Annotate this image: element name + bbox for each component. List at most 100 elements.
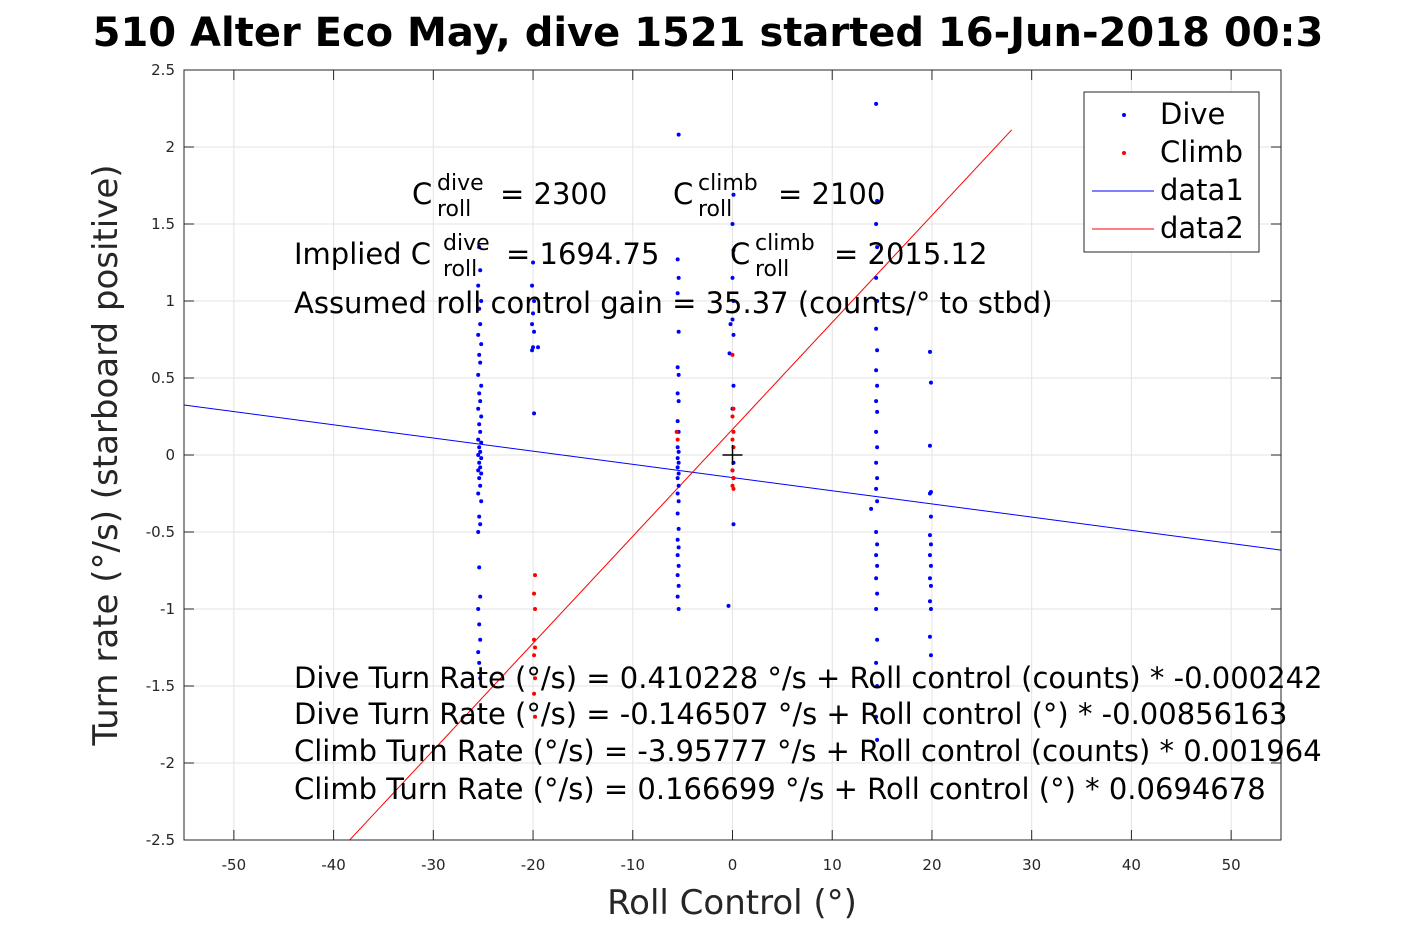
dive-point [479, 456, 484, 461]
dive-point [478, 522, 483, 527]
dive-point [477, 422, 482, 427]
c-climb-value: = 2100 [778, 177, 885, 211]
x-axis-ticks: -50 -40 -30 -20 -10 0 10 20 30 40 50 [222, 70, 1241, 874]
fit-line-data2 [348, 129, 1013, 840]
dive-point [478, 268, 483, 273]
dive-point [479, 499, 484, 504]
implied-dive-value: = 1694.75 [506, 237, 659, 271]
legend-data2-label: data2 [1160, 211, 1244, 245]
dive-point [477, 660, 482, 665]
equation-climb-degrees: Climb Turn Rate (°/s) = 0.166699 °/s + R… [294, 772, 1266, 806]
dive-point [476, 437, 481, 442]
legend-climb-marker [1122, 151, 1126, 155]
dive-point [728, 322, 733, 327]
dive-point [477, 460, 482, 465]
x-tick-label: 20 [922, 856, 941, 874]
equation-dive-counts: Dive Turn Rate (°/s) = 0.410228 °/s + Ro… [294, 661, 1322, 695]
dive-point [530, 283, 535, 288]
dive-point [478, 399, 483, 404]
dive-point [478, 449, 483, 454]
dive-point [478, 676, 483, 681]
dive-point [874, 399, 879, 404]
dive-point [875, 445, 880, 450]
dive-point [477, 476, 482, 481]
dive-point [927, 349, 932, 354]
climb-point [533, 607, 538, 611]
dive-point [676, 372, 681, 377]
dive-point [476, 607, 481, 611]
dive-point [928, 514, 933, 519]
dive-point [927, 443, 932, 448]
dive-point [676, 460, 681, 465]
dive-point [476, 283, 481, 288]
y-tick-label: -1 [160, 600, 175, 618]
implied-climb-value: = 2015.12 [834, 237, 987, 271]
dive-point [875, 409, 880, 414]
dive-point [874, 326, 879, 331]
implied-dive-sub: roll [443, 257, 477, 282]
y-tick-label: 0 [165, 446, 175, 464]
y-tick-label: -0.5 [146, 523, 175, 541]
climb-point [533, 714, 538, 719]
dive-point [479, 440, 484, 445]
dive-point [875, 563, 880, 568]
chart-title: 510 Alter Eco May, dive 1521 started 16-… [93, 10, 1324, 56]
dive-point [875, 591, 880, 596]
dive-point [727, 351, 732, 356]
dive-point [676, 563, 681, 568]
climb-point [730, 437, 735, 442]
dive-point [927, 576, 932, 581]
dive-point [477, 622, 482, 627]
dive-point [479, 471, 484, 476]
x-axis-label: Roll Control (°) [607, 883, 857, 923]
dive-point [676, 583, 681, 588]
climb-point [731, 486, 736, 491]
dive-point [476, 491, 481, 496]
c-dive-sup: dive [437, 171, 484, 196]
climb-point [532, 691, 537, 696]
climb-point [532, 637, 537, 642]
legend-dive-marker [1122, 113, 1126, 117]
climb-point [731, 406, 736, 411]
x-tick-label: 30 [1022, 856, 1041, 874]
dive-point [875, 542, 880, 547]
dive-point [928, 583, 933, 588]
y-tick-label: 2.5 [151, 61, 175, 79]
y-tick-label: 1 [165, 292, 175, 310]
y-tick-label: 2 [165, 138, 175, 156]
dive-point [927, 634, 932, 639]
c-climb-label: C [673, 177, 693, 211]
dive-point [477, 352, 482, 357]
x-tick-label: -30 [421, 856, 446, 874]
climb-point [532, 653, 537, 658]
y-tick-label: -2 [160, 754, 175, 772]
legend-dive-label: Dive [1160, 97, 1225, 131]
dive-point [875, 637, 880, 642]
dive-point [676, 399, 681, 404]
c-climb-sub: roll [698, 197, 732, 222]
dive-point [536, 345, 541, 350]
dive-point [531, 345, 536, 350]
dive-point [730, 222, 735, 226]
climb-point [731, 476, 736, 481]
dive-point [874, 222, 879, 226]
dive-point [874, 460, 879, 465]
dive-point [476, 332, 481, 337]
dive-point [531, 260, 536, 265]
dive-point [476, 406, 481, 411]
climb-point [675, 437, 680, 442]
dive-point [869, 506, 874, 511]
dive-point [927, 491, 932, 496]
climb-point [730, 352, 735, 357]
dive-point [731, 192, 736, 197]
data-points [476, 101, 933, 742]
dive-point [875, 499, 880, 504]
legend-data1-label: data1 [1160, 173, 1244, 207]
dive-point [477, 245, 482, 250]
dive-point [928, 542, 933, 547]
dive-point [476, 468, 481, 473]
equation-dive-degrees: Dive Turn Rate (°/s) = -0.146507 °/s + R… [294, 697, 1287, 731]
dive-point [731, 299, 736, 303]
dive-point [479, 414, 484, 419]
dive-point [675, 456, 680, 461]
